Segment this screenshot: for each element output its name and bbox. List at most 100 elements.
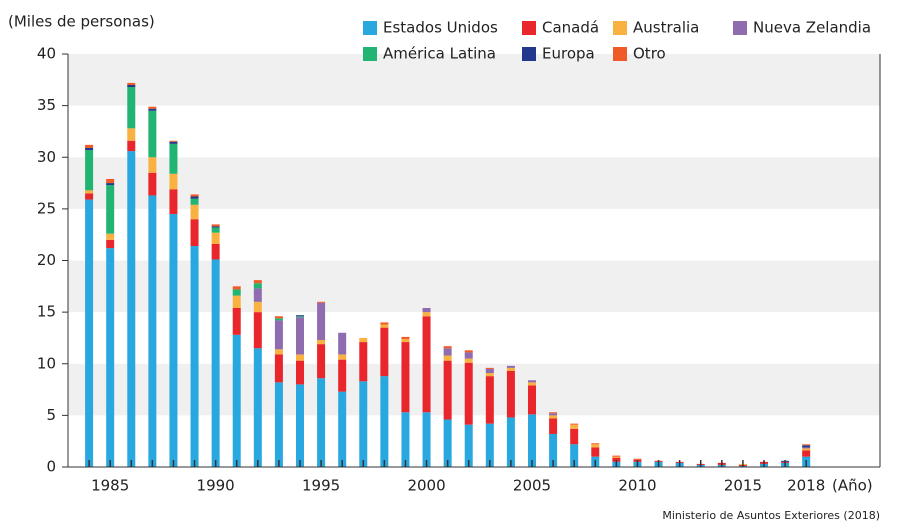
bar-segment	[401, 412, 410, 467]
bar-segment	[106, 239, 115, 249]
legend-swatch	[613, 21, 627, 35]
bar-segment	[485, 368, 494, 374]
bar-segment	[232, 289, 241, 296]
legend-label: Australia	[633, 19, 699, 37]
bar-segment	[549, 412, 558, 414]
bar-segment	[317, 344, 326, 379]
bar-segment	[802, 447, 811, 449]
bar-segment	[570, 423, 579, 425]
bar-segment	[106, 183, 115, 186]
bar-segment	[232, 307, 241, 335]
bar-segment	[253, 312, 262, 349]
bar-segment	[296, 384, 304, 467]
bar-segment	[422, 316, 431, 413]
bar-segment	[528, 385, 536, 415]
bar-segment	[802, 448, 811, 451]
y-tick-label: 0	[46, 458, 56, 476]
x-tick-label: 1990	[197, 477, 235, 495]
y-tick-label: 30	[37, 148, 56, 166]
bar-segment	[549, 413, 558, 416]
bar-segment	[296, 360, 304, 385]
bar-segment	[485, 373, 494, 377]
bar-segment	[359, 342, 368, 382]
y-tick-label: 5	[46, 406, 56, 424]
legend-label: Europa	[542, 45, 595, 63]
bar-segment	[296, 316, 304, 318]
bar-segment	[612, 455, 621, 457]
bar-segment	[802, 444, 811, 446]
bar-segment	[549, 418, 558, 434]
bar-segment	[127, 151, 136, 467]
bar-segment	[169, 173, 178, 190]
bar-segment	[106, 178, 115, 184]
bar-segment	[127, 84, 136, 88]
x-axis-label: (Año)	[832, 477, 873, 495]
bar-segment	[190, 219, 199, 247]
bar-segment	[338, 391, 347, 467]
bar-segment	[338, 332, 347, 355]
x-tick-label: 2018	[787, 477, 825, 495]
legend-swatch	[522, 47, 536, 61]
bar-segment	[148, 110, 157, 158]
bar-segment	[612, 457, 621, 462]
bar-segment	[506, 365, 515, 368]
bar-segment	[591, 447, 600, 457]
bar-segment	[338, 359, 347, 392]
bar-segment	[802, 445, 811, 448]
bar-segment	[443, 360, 452, 420]
legend-swatch	[363, 21, 377, 35]
bar-segment	[85, 150, 94, 191]
bar-segment	[274, 354, 283, 383]
legend-swatch	[363, 47, 377, 61]
grid-band	[68, 54, 880, 106]
bar-segment	[528, 414, 536, 467]
bar-segment	[253, 283, 262, 289]
legend-swatch	[733, 21, 747, 35]
bar-segment	[127, 82, 136, 85]
legend-swatch	[522, 21, 536, 35]
bar-segment	[464, 362, 473, 425]
bar-segment	[506, 417, 515, 467]
x-tick-label: 2000	[407, 477, 445, 495]
bar-segment	[528, 380, 536, 383]
bar-segment	[190, 246, 199, 467]
bar-segment	[485, 376, 494, 424]
bar-segment	[443, 355, 452, 361]
y-tick-label: 15	[37, 303, 56, 321]
bar-segment	[127, 87, 136, 129]
bar-segment	[211, 232, 220, 244]
bar-segment	[380, 376, 389, 467]
bar-segment	[148, 157, 157, 173]
bar-segment	[148, 108, 157, 111]
bar-segment	[253, 280, 262, 284]
bar-segment	[380, 324, 389, 328]
bar-segment	[338, 354, 347, 360]
bar-segment	[443, 419, 452, 467]
bar-segment	[211, 226, 220, 228]
bar-segment	[274, 320, 283, 350]
bar-segment	[106, 233, 115, 240]
bar-segment	[317, 301, 326, 303]
grid-band	[68, 363, 880, 416]
legend-label: Estados Unidos	[383, 19, 498, 37]
bar-segment	[464, 424, 473, 467]
bar-segment	[211, 224, 220, 227]
bar-segment	[422, 412, 431, 467]
bar-segment	[401, 338, 410, 343]
y-axis-label: (Miles de personas)	[8, 13, 155, 31]
bar-segment	[380, 322, 389, 325]
bar-segment	[232, 334, 241, 467]
bar-segment	[169, 140, 178, 142]
bar-segment	[148, 195, 157, 467]
bar-segment	[401, 342, 410, 413]
bar-segment	[106, 185, 115, 234]
bar-segment	[464, 350, 473, 353]
bar-segment	[190, 194, 199, 197]
bar-segment	[549, 433, 558, 467]
bar-segment	[506, 367, 515, 371]
bar-segment	[443, 348, 452, 356]
grid-band	[68, 157, 880, 209]
bar-segment	[232, 286, 241, 290]
bar-segment	[169, 143, 178, 174]
bar-segment	[485, 423, 494, 467]
